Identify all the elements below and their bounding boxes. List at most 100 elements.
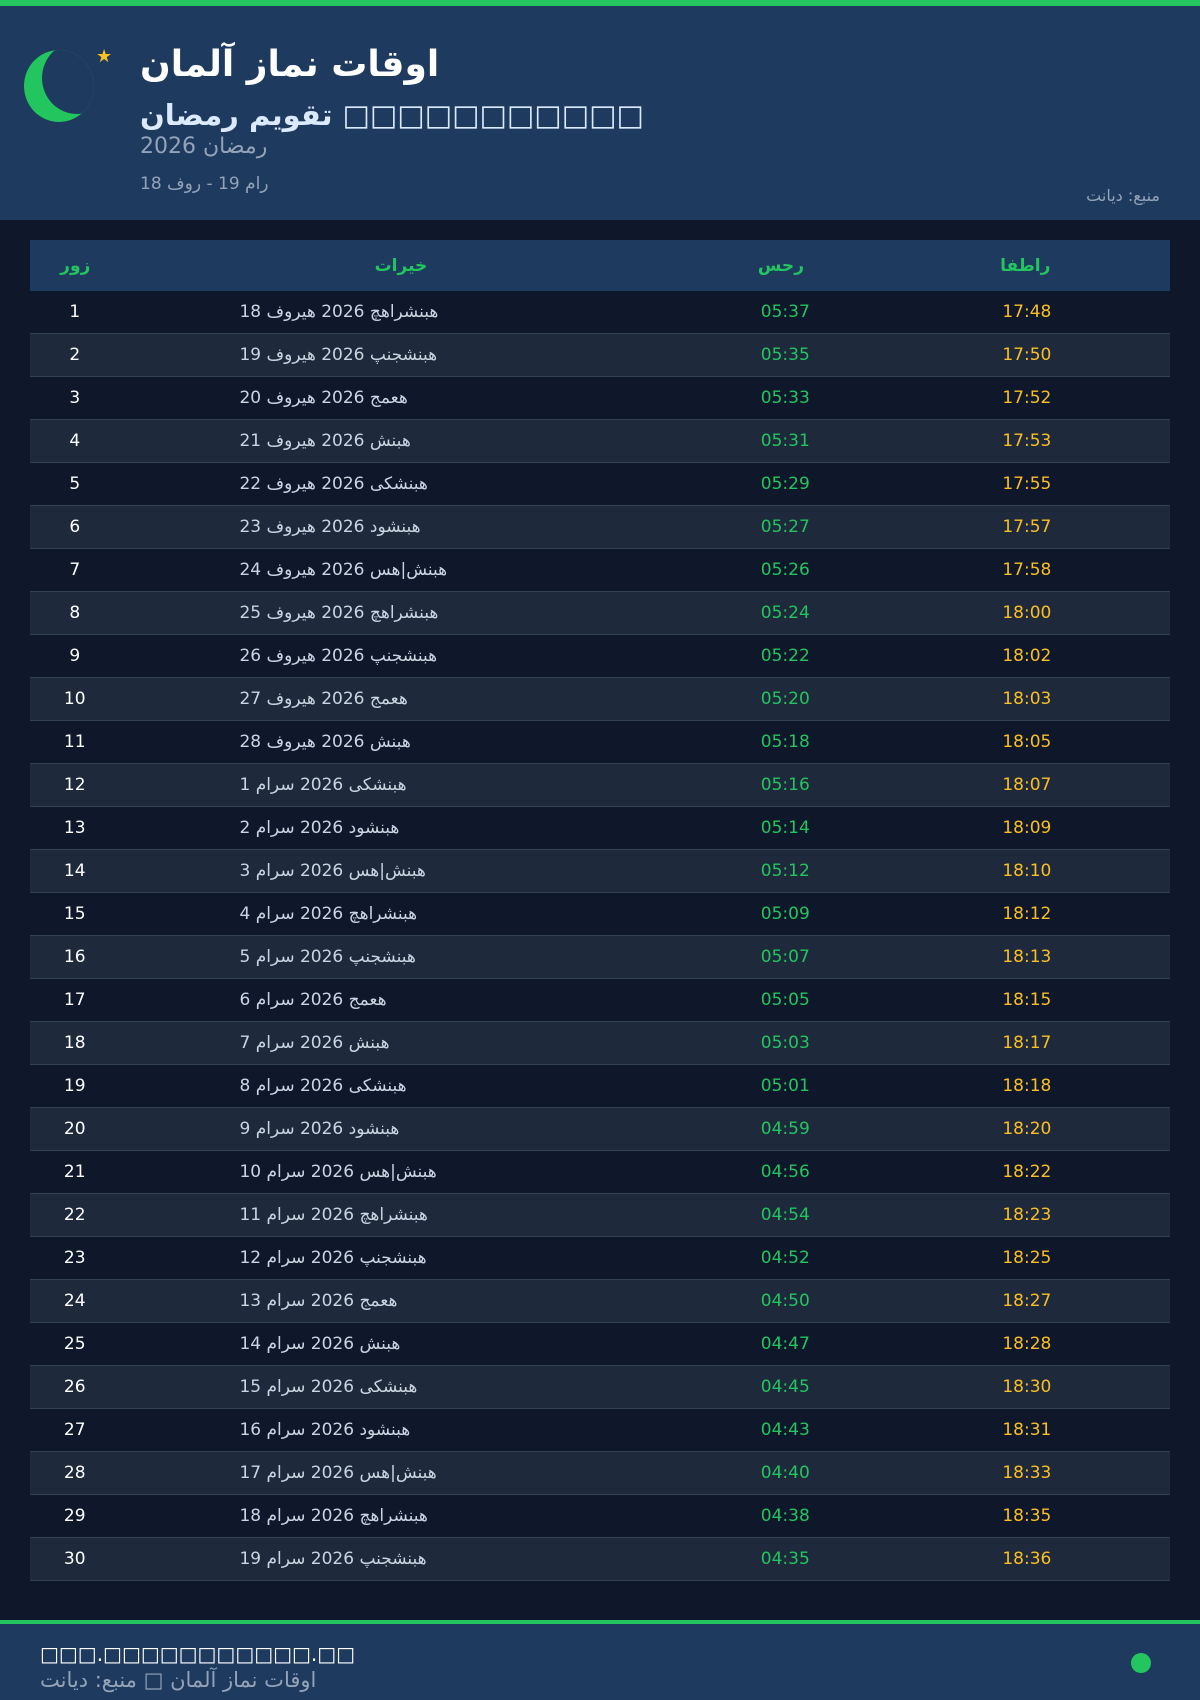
date-cell: 1 مارس 2026 یکشنبه xyxy=(239,775,407,795)
iftar-cell: 18:35 xyxy=(1002,1506,1052,1526)
day-cell: 6 xyxy=(69,517,81,537)
fajr-cell: 04:35 xyxy=(760,1549,810,1569)
table-row: 24 13 مارس 2026 جمعه 04:50 18:27 xyxy=(30,1280,1170,1323)
date-cell: 18 مارس 2026 چهارشنبه xyxy=(239,1506,428,1526)
table-row: 12 1 مارس 2026 یکشنبه 05:16 18:07 xyxy=(30,764,1170,807)
table-row: 27 16 مارس 2026 دوشنبه 04:43 18:31 xyxy=(30,1409,1170,1452)
day-cell: 4 xyxy=(69,431,81,451)
table-row: 16 5 مارس 2026 پنجشنبه 05:07 18:13 xyxy=(30,936,1170,979)
table-row: 5 22 فوریه 2026 یکشنبه 05:29 17:55 xyxy=(30,463,1170,506)
fajr-cell: 05:12 xyxy=(760,861,810,881)
date-cell: 5 مارس 2026 پنجشنبه xyxy=(239,947,416,967)
iftar-cell: 18:02 xyxy=(1002,646,1052,666)
fajr-cell: 05:33 xyxy=(760,388,810,408)
fajr-cell: 04:56 xyxy=(760,1162,810,1182)
table-row: 19 8 مارس 2026 یکشنبه 05:01 18:18 xyxy=(30,1065,1170,1108)
table-row: 29 18 مارس 2026 چهارشنبه 04:38 18:35 xyxy=(30,1495,1170,1538)
fajr-cell: 05:07 xyxy=(760,947,810,967)
fajr-cell: 05:29 xyxy=(760,474,810,494)
prayer-times-table: روز تاریخ سحر افطار 1 18 فوریه 2026 چهارش… xyxy=(30,240,1170,1581)
day-cell: 12 xyxy=(63,775,86,795)
status-dot-icon xyxy=(1131,1653,1151,1673)
date-range: 18 فور - 19 مار xyxy=(140,174,269,194)
header-iftar: افطار xyxy=(1000,255,1051,276)
fajr-cell: 05:27 xyxy=(760,517,810,537)
fajr-cell: 04:52 xyxy=(760,1248,810,1268)
day-cell: 14 xyxy=(63,861,86,881)
table-row: 25 14 مارس 2026 شنبه 04:47 18:28 xyxy=(30,1323,1170,1366)
table-row: 26 15 مارس 2026 یکشنبه 04:45 18:30 xyxy=(30,1366,1170,1409)
iftar-cell: 18:27 xyxy=(1002,1291,1052,1311)
table-row: 2 19 فوریه 2026 پنجشنبه 05:35 17:50 xyxy=(30,334,1170,377)
day-cell: 26 xyxy=(63,1377,86,1397)
table-row: 17 6 مارس 2026 جمعه 05:05 18:15 xyxy=(30,979,1170,1022)
fajr-cell: 04:45 xyxy=(760,1377,810,1397)
day-cell: 22 xyxy=(63,1205,86,1225)
date-cell: 24 فوریه 2026 سه|شنبه xyxy=(239,560,448,580)
iftar-cell: 18:25 xyxy=(1002,1248,1052,1268)
day-cell: 18 xyxy=(63,1033,86,1053)
fajr-cell: 05:05 xyxy=(760,990,810,1010)
header-date: تاریخ xyxy=(374,255,428,276)
source-label: منبع: دیانت xyxy=(1086,186,1160,205)
date-cell: 11 مارس 2026 چهارشنبه xyxy=(239,1205,428,1225)
date-cell: 16 مارس 2026 دوشنبه xyxy=(239,1420,411,1440)
fajr-cell: 04:43 xyxy=(760,1420,810,1440)
date-cell: 3 مارس 2026 سه|شنبه xyxy=(239,861,426,881)
day-cell: 20 xyxy=(63,1119,86,1139)
fajr-cell: 05:35 xyxy=(760,345,810,365)
iftar-cell: 17:53 xyxy=(1002,431,1052,451)
day-cell: 24 xyxy=(63,1291,86,1311)
day-cell: 28 xyxy=(63,1463,86,1483)
iftar-cell: 18:18 xyxy=(1002,1076,1052,1096)
date-cell: 26 فوریه 2026 پنجشنبه xyxy=(239,646,438,666)
crescent-moon-icon xyxy=(24,50,94,122)
table-row: 10 27 فوریه 2026 جمعه 05:20 18:03 xyxy=(30,678,1170,721)
day-cell: 23 xyxy=(63,1248,86,1268)
footer-accent-bar xyxy=(0,1620,1200,1624)
table-row: 15 4 مارس 2026 چهارشنبه 05:09 18:12 xyxy=(30,893,1170,936)
day-cell: 21 xyxy=(63,1162,86,1182)
iftar-cell: 18:05 xyxy=(1002,732,1052,752)
table-row: 11 28 فوریه 2026 شنبه 05:18 18:05 xyxy=(30,721,1170,764)
table-row: 14 3 مارس 2026 سه|شنبه 05:12 18:10 xyxy=(30,850,1170,893)
table-row: 18 7 مارس 2026 شنبه 05:03 18:17 xyxy=(30,1022,1170,1065)
date-cell: 6 مارس 2026 جمعه xyxy=(239,990,387,1010)
day-cell: 1 xyxy=(69,302,81,322)
fajr-cell: 05:26 xyxy=(760,560,810,580)
date-cell: 23 فوریه 2026 دوشنبه xyxy=(239,517,421,537)
date-cell: 27 فوریه 2026 جمعه xyxy=(239,689,408,709)
day-cell: 17 xyxy=(63,990,86,1010)
footer-url[interactable]: □□□.□□□□□□□□□□□.□□ xyxy=(40,1642,356,1666)
iftar-cell: 17:55 xyxy=(1002,474,1052,494)
star-icon: ★ xyxy=(96,46,113,67)
date-cell: 15 مارس 2026 یکشنبه xyxy=(239,1377,418,1397)
table-row: 8 25 فوریه 2026 چهارشنبه 05:24 18:00 xyxy=(30,592,1170,635)
iftar-cell: 18:12 xyxy=(1002,904,1052,924)
top-accent-bar xyxy=(0,0,1200,6)
day-cell: 27 xyxy=(63,1420,86,1440)
date-cell: 12 مارس 2026 پنجشنبه xyxy=(239,1248,427,1268)
iftar-cell: 18:15 xyxy=(1002,990,1052,1010)
table-row: 7 24 فوریه 2026 سه|شنبه 05:26 17:58 xyxy=(30,549,1170,592)
iftar-cell: 18:22 xyxy=(1002,1162,1052,1182)
day-cell: 10 xyxy=(63,689,86,709)
year-line: رمضان 2026 xyxy=(140,134,268,159)
page-subtitle: □□□□□□□□□□□ تقویم رمضان xyxy=(140,98,645,132)
iftar-cell: 18:09 xyxy=(1002,818,1052,838)
table-row: 13 2 مارس 2026 دوشنبه 05:14 18:09 xyxy=(30,807,1170,850)
fajr-cell: 05:09 xyxy=(760,904,810,924)
table-row: 4 21 فوریه 2026 شنبه 05:31 17:53 xyxy=(30,420,1170,463)
page-title: اوقات نماز آلمان xyxy=(140,44,440,85)
date-cell: 19 فوریه 2026 پنجشنبه xyxy=(239,345,438,365)
day-cell: 30 xyxy=(63,1549,86,1569)
day-cell: 16 xyxy=(63,947,86,967)
table-row: 23 12 مارس 2026 پنجشنبه 04:52 18:25 xyxy=(30,1237,1170,1280)
fajr-cell: 05:16 xyxy=(760,775,810,795)
date-cell: 17 مارس 2026 سه|شنبه xyxy=(239,1463,437,1483)
page-footer: □□□.□□□□□□□□□□□.□□ اوقات نماز آلمان □ من… xyxy=(0,1624,1200,1700)
table-header: روز تاریخ سحر افطار xyxy=(30,240,1170,291)
date-cell: 2 مارس 2026 دوشنبه xyxy=(239,818,400,838)
table-row: 6 23 فوریه 2026 دوشنبه 05:27 17:57 xyxy=(30,506,1170,549)
fajr-cell: 04:50 xyxy=(760,1291,810,1311)
